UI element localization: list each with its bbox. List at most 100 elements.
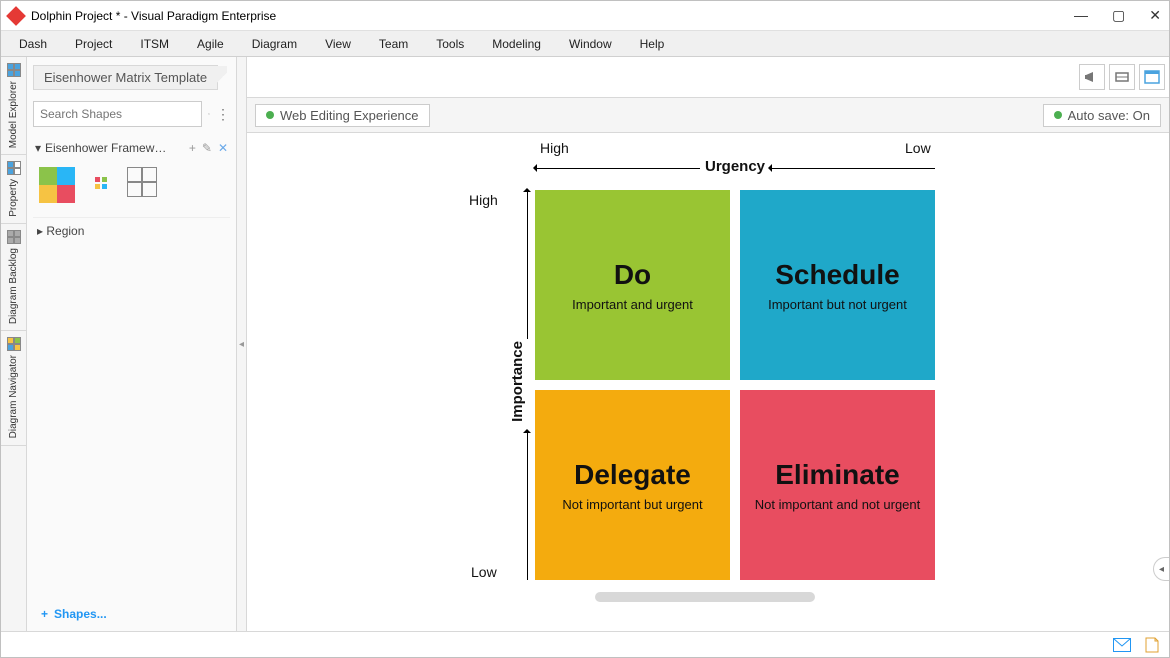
menu-itsm[interactable]: ITSM <box>140 37 169 51</box>
shapes-link[interactable]: + Shapes... <box>33 597 230 631</box>
side-tab-model-explorer[interactable]: Model Explorer <box>1 57 26 155</box>
x-axis-line <box>770 168 935 169</box>
side-tab-diagram-backlog[interactable]: Diagram Backlog <box>1 224 26 331</box>
caret-down-icon: ▾ <box>35 141 45 155</box>
autosave-status[interactable]: Auto save: On <box>1043 104 1161 127</box>
side-tab-icon <box>7 337 21 351</box>
note-icon[interactable] <box>1145 637 1159 653</box>
cell-subtitle: Important but not urgent <box>768 297 907 312</box>
axis-label: Low <box>905 140 931 156</box>
menu-modeling[interactable]: Modeling <box>492 37 541 51</box>
cell-title: Do <box>614 259 651 291</box>
menu-team[interactable]: Team <box>379 37 408 51</box>
tree-actions: + ✎ ✕ <box>189 141 228 155</box>
diagram-tabstrip: Eisenhower Matrix Template <box>33 57 230 97</box>
eisenhower-matrix: HighLowUrgencyHighLowImportanceDoImporta… <box>507 140 1147 580</box>
left-panel: Eisenhower Matrix Template ⋮ ▾ Eisenhowe… <box>27 57 237 631</box>
cell-subtitle: Important and urgent <box>572 297 693 312</box>
caret-right-icon: ▸ <box>37 224 43 238</box>
add-icon[interactable]: + <box>189 141 196 155</box>
menubar: Dash Project ITSM Agile Diagram View Tea… <box>1 31 1169 57</box>
menu-help[interactable]: Help <box>640 37 665 51</box>
axis-label: Low <box>471 564 497 580</box>
axis-label: High <box>469 192 498 208</box>
main-area: Model Explorer Property Diagram Backlog Dia… <box>1 57 1169 631</box>
side-tab-label: Property <box>8 179 19 217</box>
announce-icon[interactable] <box>1079 64 1105 90</box>
shape-matrix-outline-icon[interactable] <box>127 167 157 197</box>
search-row: ⋮ <box>33 101 230 127</box>
matrix-cell-eliminate[interactable]: Eliminate Not important and not urgent <box>740 390 935 580</box>
side-tab-icon <box>7 230 21 244</box>
status-dot-icon <box>1054 111 1062 119</box>
plus-icon: + <box>41 607 48 621</box>
y-axis-arrow <box>527 190 528 339</box>
autosave-label: Auto save: On <box>1068 108 1150 123</box>
menu-dash[interactable]: Dash <box>19 37 47 51</box>
mail-icon[interactable] <box>1113 638 1131 652</box>
tree-eisenhower[interactable]: ▾ Eisenhower Framew… + ✎ ✕ <box>33 137 230 159</box>
cell-title: Delegate <box>574 459 691 491</box>
shape-matrix-colored-icon[interactable] <box>39 167 75 203</box>
region-label: Region <box>46 224 84 238</box>
matrix-cell-do[interactable]: Do Important and urgent <box>535 190 730 380</box>
side-tab-label: Diagram Backlog <box>8 248 19 324</box>
side-tab-diagram-navigator[interactable]: Diagram Navigator <box>1 331 26 445</box>
canvas-toolbar: Web Editing Experience Auto save: On <box>247 97 1169 133</box>
close-button[interactable]: ✕ <box>1149 7 1161 24</box>
edit-icon[interactable]: ✎ <box>202 141 212 155</box>
menu-agile[interactable]: Agile <box>197 37 224 51</box>
window-title: Dolphin Project * - Visual Paradigm Ente… <box>31 9 276 23</box>
cell-subtitle: Not important and not urgent <box>755 497 921 512</box>
axis-label: High <box>540 140 569 156</box>
status-dot-icon <box>266 111 274 119</box>
delete-icon[interactable]: ✕ <box>218 141 228 155</box>
menu-tools[interactable]: Tools <box>436 37 464 51</box>
cell-title: Eliminate <box>775 459 899 491</box>
search-icon[interactable] <box>208 106 210 122</box>
window-controls: — ▢ ✕ <box>1074 7 1161 24</box>
search-input[interactable] <box>33 101 202 127</box>
y-axis-title: Importance <box>509 341 526 422</box>
matrix-grid: Do Important and urgent Schedule Important … <box>535 190 935 580</box>
diagram-canvas[interactable]: High Low Urgency High Low Importance Do Importa… <box>247 133 1169 631</box>
canvas-hscroll[interactable] <box>595 592 815 602</box>
titlebar: Dolphin Project * - Visual Paradigm Ente… <box>1 1 1169 31</box>
toolbar-right <box>1079 57 1165 97</box>
web-editing-label: Web Editing Experience <box>280 108 419 123</box>
y-axis-line <box>527 431 528 580</box>
statusbar <box>1 631 1169 657</box>
menu-project[interactable]: Project <box>75 37 112 51</box>
menu-diagram[interactable]: Diagram <box>252 37 297 51</box>
axis-label: Urgency <box>705 158 765 175</box>
shapes-link-label: Shapes... <box>54 607 107 621</box>
shape-mini-icon[interactable] <box>95 177 107 189</box>
cell-title: Schedule <box>775 259 899 291</box>
minimize-button[interactable]: — <box>1074 7 1088 24</box>
canvas-wrap: Web Editing Experience Auto save: On Hig… <box>247 57 1169 631</box>
side-tab-property[interactable]: Property <box>1 155 26 224</box>
diagram-tab[interactable]: Eisenhower Matrix Template <box>33 65 218 90</box>
web-editing-status[interactable]: Web Editing Experience <box>255 104 430 127</box>
side-tab-icon <box>7 161 21 175</box>
side-tab-label: Model Explorer <box>8 81 19 148</box>
cell-subtitle: Not important but urgent <box>562 497 702 512</box>
tree-label: Eisenhower Framew… <box>45 141 166 155</box>
panel-icon[interactable] <box>1139 64 1165 90</box>
search-more-icon[interactable]: ⋮ <box>216 106 230 123</box>
expand-right-button[interactable]: ◂ <box>1153 557 1169 581</box>
side-tab-icon <box>7 63 21 77</box>
splitter[interactable]: ◂ <box>237 57 247 631</box>
menu-window[interactable]: Window <box>569 37 612 51</box>
matrix-cell-schedule[interactable]: Schedule Important but not urgent <box>740 190 935 380</box>
maximize-button[interactable]: ▢ <box>1112 7 1125 24</box>
tree-region[interactable]: ▸ Region <box>33 217 230 244</box>
menu-view[interactable]: View <box>325 37 351 51</box>
side-tab-strip: Model Explorer Property Diagram Backlog Dia… <box>1 57 27 631</box>
fit-icon[interactable] <box>1109 64 1135 90</box>
x-axis-arrow <box>535 168 700 169</box>
side-tab-label: Diagram Navigator <box>8 355 19 438</box>
app-logo-icon <box>6 6 26 26</box>
shape-thumbnails <box>33 159 230 217</box>
matrix-cell-delegate[interactable]: Delegate Not important but urgent <box>535 390 730 580</box>
